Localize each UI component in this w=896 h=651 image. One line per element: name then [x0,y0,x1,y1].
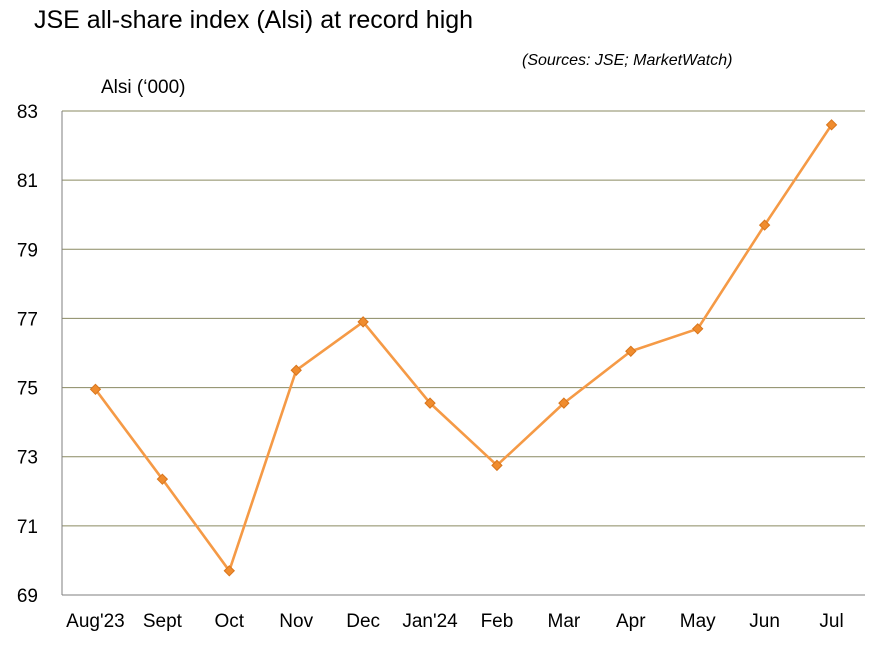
data-point [491,459,503,472]
data-point [156,473,169,485]
y-tick-label: 79 [17,240,38,261]
y-tick-label: 71 [17,517,38,538]
data-point [290,364,302,376]
data-point [223,565,235,577]
x-tick-label: Jul [819,611,843,632]
x-tick-label: Jun [749,611,780,632]
source-note: (Sources: JSE; MarketWatch) [522,52,733,69]
data-point [357,316,369,328]
x-tick-label: Dec [346,611,380,632]
y-tick-label: 83 [17,102,38,123]
y-tick-label: 81 [17,171,38,192]
x-tick-label: Sept [143,611,183,632]
data-series [94,124,833,573]
x-tick-label: Apr [616,611,646,632]
data-point [758,219,771,231]
data-point [692,323,704,335]
data-markers [89,119,838,577]
data-point [625,345,637,357]
y-tick-label: 77 [17,309,38,330]
y-tick-label: 73 [17,448,38,469]
data-point [89,383,102,396]
axes [61,111,865,596]
x-tick-label: Jan'24 [402,611,458,632]
data-point [424,397,436,409]
data-point [825,119,838,131]
grid-lines [62,110,865,527]
x-tick-label: Mar [548,611,581,632]
x-tick-label: May [680,611,716,632]
y-axis-label: Alsi (‘000) [101,77,186,98]
x-tick-label: Aug'23 [66,611,125,632]
x-tick-label: Feb [481,611,514,632]
x-tick-label: Nov [279,611,313,632]
y-tick-labels: 69 71 73 75 77 79 81 83 [17,102,38,607]
series-line [94,124,833,573]
y-tick-label: 75 [17,379,38,400]
y-tick-label: 69 [17,586,38,607]
x-tick-labels: Aug'23 Sept Oct Nov Dec Jan'24 Feb Mar Apr May Jun… [66,611,844,632]
x-tick-label: Oct [215,611,245,632]
chart-title: JSE all-share index (Alsi) at record hig… [34,6,474,34]
data-point [558,397,570,409]
